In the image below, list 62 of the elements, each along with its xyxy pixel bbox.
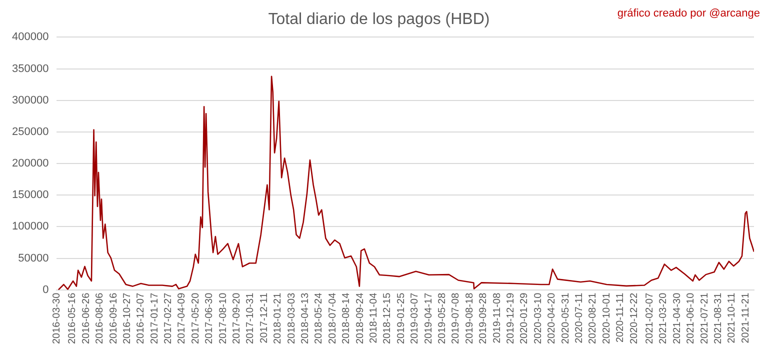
x-tick-label: 2021-07-21 [699,292,710,344]
x-tick-label: 2019-09-28 [478,292,490,344]
x-tick-label: 2019-04-17 [423,292,434,344]
y-tick-label: 250000 [12,126,49,138]
text: gráfico creado por @arcange [617,8,760,20]
x-tick-label: 2019-07-08 [450,292,462,344]
x-tick-label: 2020-03-10 [532,292,544,344]
x-tick-label: 2018-08-14 [341,292,352,344]
x-tick-label: 2016-05-16 [67,292,78,344]
x-tick-label: 2017-10-31 [245,292,256,344]
x-tick-label: 2016-10-27 [122,292,133,344]
y-tick-label: 150000 [12,189,49,202]
x-tick-label: 2018-03-03 [286,292,298,344]
x-tick-label: 2020-05-31 [560,292,572,344]
x-tick-label: 2017-09-20 [232,292,243,344]
y-tick-label: 0 [42,284,49,296]
chart-title: Total diario de los pagos (HBD) [268,11,490,28]
x-tick-label: 2016-03-30 [51,292,62,344]
x-tick-label: 2017-02-27 [163,292,174,344]
x-tick-label: 2021-11-21 [740,292,752,344]
x-tick-label: 2019-12-19 [506,292,517,344]
x-tick-label: 2021-08-31 [713,292,724,344]
x-tick-label: 2017-12-11 [258,292,270,344]
x-tick-label: 2018-07-04 [327,292,338,344]
x-tick-label: 2021-10-11 [726,292,738,344]
x-tick-label: 2017-08-10 [218,292,229,344]
x-tick-label: 2021-06-10 [686,292,697,344]
x-tick-label: 2020-11-11 [615,292,626,343]
x-tick-label: 2018-11-04 [368,292,380,344]
x-tick-label: 2016-06-26 [80,292,92,344]
x-tick-label: 2018-04-13 [300,292,312,344]
x-tick-label: 2020-07-11 [574,292,586,344]
x-tick-label: 2016-12-07 [136,292,147,344]
y-tick-label: 350000 [12,62,49,75]
x-tick-label: 2019-08-18 [464,292,476,344]
y-tick-label: 50000 [18,252,49,264]
y-tick-label: 300000 [12,94,49,106]
x-tick-label: 2017-05-20 [190,292,202,344]
x-tick-label: 2017-01-17 [149,292,160,344]
x-tick-label: 2019-01-25 [396,292,407,344]
y-tick-label: 400000 [12,31,49,44]
x-tick-label: 2020-04-20 [546,292,558,344]
x-tick-label: 2019-05-28 [437,292,448,344]
x-tick-label: 2021-03-20 [658,292,670,344]
x-tick-label: 2017-06-30 [204,292,216,344]
x-tick-label: 2016-08-06 [94,292,106,344]
x-tick-label: 2019-03-07 [410,292,421,344]
x-tick-label: 2018-09-24 [354,292,366,344]
y-tick-label: 100000 [12,220,49,233]
x-tick-label: 2021-04-30 [672,292,683,344]
x-tick-label: 2021-02-07 [644,292,656,344]
x-tick-label: 2020-08-21 [588,292,599,344]
x-tick-label: 2020-12-22 [628,292,640,344]
x-tick-label: 2018-01-21 [272,292,284,344]
x-tick-label: 2020-01-29 [519,292,530,344]
x-tick-label: 2018-12-15 [382,292,394,344]
y-tick-label: 200000 [12,158,49,170]
x-tick-label: 2017-04-09 [176,292,188,344]
x-tick-label: 2016-09-16 [108,292,120,344]
x-tick-label: 2019-11-08 [492,292,503,344]
x-tick-label: 2018-05-24 [314,292,325,344]
x-tick-label: 2020-10-01 [601,292,612,344]
